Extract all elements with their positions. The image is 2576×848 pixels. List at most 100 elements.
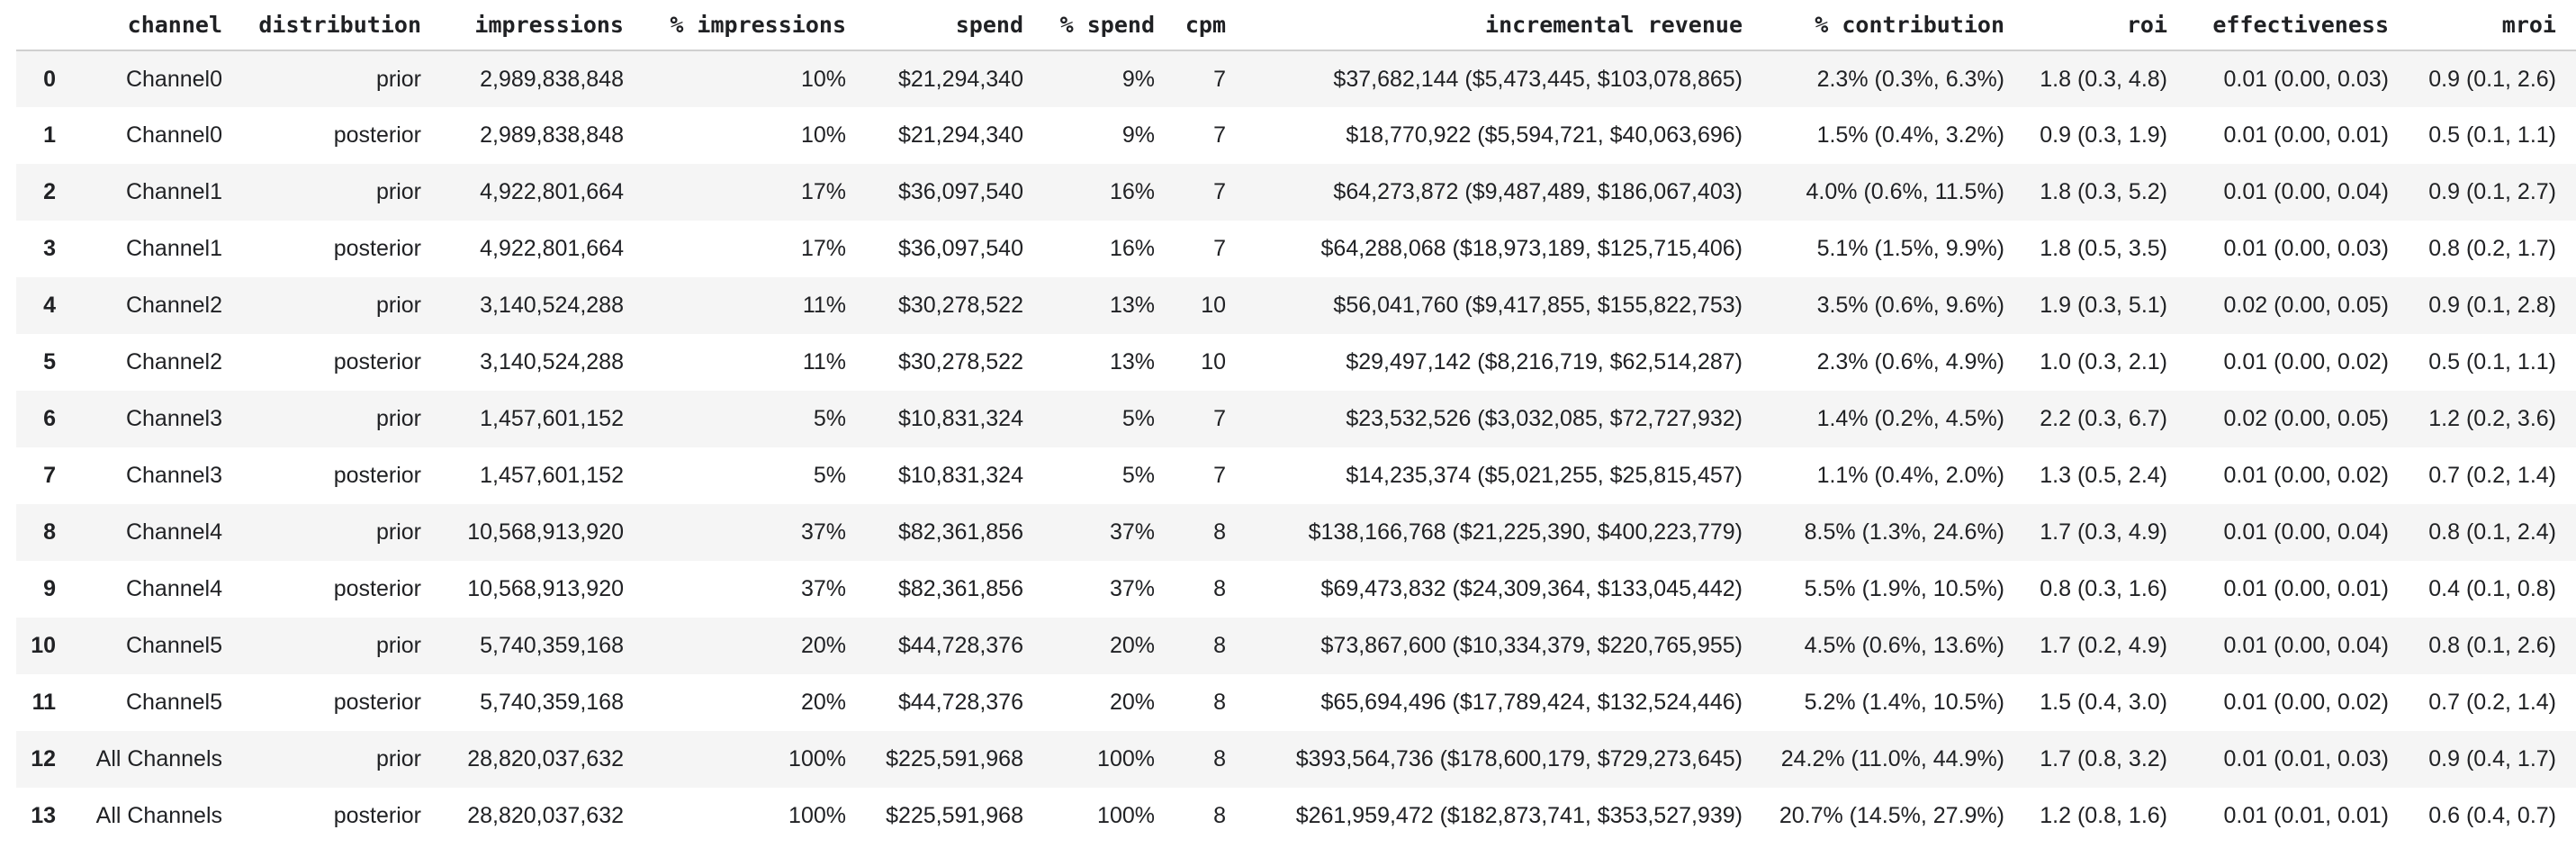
cell-mroi: 0.7 (0.2, 1.4) [2428,463,2556,488]
row-index: 5 [43,349,56,374]
cell-cpm: 8 [1213,519,1226,545]
cell-pct-spend: 20% [1109,690,1155,715]
row-index: 9 [43,576,56,601]
cell-incremental-revenue: $18,770,922 ($5,594,721, $40,063,696) [1346,122,1743,148]
cell-pct-contribution: 5.1% (1.5%, 9.9%) [1816,236,2004,261]
cell-distribution: posterior [333,236,421,261]
cell-pct-impressions: 5% [813,463,846,488]
cell-pct-impressions: 20% [800,633,846,658]
column-header-pct-impressions: % impressions [644,0,866,51]
cell-incremental-revenue: $14,235,374 ($5,021,255, $25,815,457) [1346,463,1743,488]
cell-roi: 0.8 (0.3, 1.6) [2040,576,2167,601]
cell-mroi: 0.5 (0.1, 1.1) [2428,122,2556,148]
cell-impressions: 3,140,524,288 [480,293,624,318]
cell-spend: $225,591,968 [886,803,1023,828]
table-body: 0 Channel0 prior 2,989,838,848 10% $21,294,34… [16,50,2576,844]
row-index: 1 [43,122,56,148]
cell-distribution: prior [375,293,421,318]
cell-impressions: 5,740,359,168 [480,690,624,715]
cell-distribution: prior [375,179,421,204]
cell-distribution: posterior [333,803,421,828]
cell-effectiveness: 0.01 (0.01, 0.03) [2223,746,2389,771]
cell-distribution: prior [375,519,421,545]
cell-effectiveness: 0.01 (0.00, 0.04) [2223,519,2389,545]
column-header-index [16,0,76,51]
cell-cpm: 8 [1213,690,1226,715]
cell-channel: Channel2 [125,293,222,318]
cell-incremental-revenue: $37,682,144 ($5,473,445, $103,078,865) [1333,66,1743,92]
cell-channel: Channel2 [125,349,222,374]
cell-channel: Channel1 [125,236,222,261]
cell-incremental-revenue: $56,041,760 ($9,417,855, $155,822,753) [1333,293,1743,318]
cell-channel: Channel4 [125,519,222,545]
cell-pct-spend: 9% [1121,66,1155,92]
cell-pct-contribution: 20.7% (14.5%, 27.9%) [1779,803,2004,828]
cell-distribution: posterior [333,690,421,715]
table-header: channel distribution impressions% impressi… [16,0,2576,51]
cell-distribution: posterior [333,349,421,374]
row-index: 3 [43,236,56,261]
table-row: 12 All Channels prior 28,820,037,632 100% $22… [16,731,2576,788]
cell-distribution: posterior [333,463,421,488]
cell-channel: All Channels [95,746,222,771]
table-row: 4 Channel2 prior 3,140,524,288 11% $30,278,52… [16,277,2576,334]
cell-cpm: 7 [1213,463,1226,488]
cell-spend: $36,097,540 [897,179,1023,204]
cell-pct-spend: 100% [1097,803,1155,828]
cell-effectiveness: 0.02 (0.00, 0.05) [2223,406,2389,431]
row-index: 2 [43,179,56,204]
cell-roi: 2.2 (0.3, 6.7) [2040,406,2167,431]
cell-channel: Channel3 [125,463,222,488]
cell-roi: 1.8 (0.5, 3.5) [2040,236,2167,261]
cell-pct-impressions: 11% [802,293,846,318]
table-row: 6 Channel3 prior 1,457,601,152 5% $10,831,324… [16,391,2576,447]
cell-pct-contribution: 5.5% (1.9%, 10.5%) [1804,576,2004,601]
cell-incremental-revenue: $29,497,142 ($8,216,719, $62,514,287) [1346,349,1743,374]
cell-pct-spend: 37% [1109,519,1155,545]
table-row: 8 Channel4 prior 10,568,913,920 37% $82,361,8… [16,504,2576,561]
row-index: 6 [43,406,56,431]
cell-cpm: 10 [1201,293,1226,318]
table-row: 10 Channel5 prior 5,740,359,168 20% $44,728,3… [16,618,2576,674]
cell-impressions: 2,989,838,848 [480,66,624,92]
cell-incremental-revenue: $23,532,526 ($3,032,085, $72,727,932) [1346,406,1743,431]
table-row: 3 Channel1 posterior 4,922,801,664 17% $36,09… [16,221,2576,277]
cell-spend: $21,294,340 [897,122,1023,148]
cell-cpm: 7 [1213,122,1226,148]
cell-cpm: 7 [1213,406,1226,431]
cell-cpm: 8 [1213,576,1226,601]
column-header-incremental-revenue: incremental revenue [1246,0,1762,51]
cell-channel: Channel1 [125,179,222,204]
cell-spend: $21,294,340 [897,66,1023,92]
cell-pct-spend: 20% [1109,633,1155,658]
cell-pct-contribution: 1.1% (0.4%, 2.0%) [1816,463,2004,488]
cell-impressions: 1,457,601,152 [480,463,624,488]
cell-pct-spend: 37% [1109,576,1155,601]
cell-roi: 1.2 (0.8, 1.6) [2040,803,2167,828]
cell-channel: Channel5 [125,633,222,658]
cell-spend: $30,278,522 [897,293,1023,318]
cell-spend: $10,831,324 [897,463,1023,488]
cell-incremental-revenue: $73,867,600 ($10,334,379, $220,765,955) [1320,633,1743,658]
cell-mroi: 1.2 (0.2, 3.6) [2428,406,2556,431]
cell-roi: 1.9 (0.3, 5.1) [2040,293,2167,318]
cell-pct-spend: 5% [1121,463,1155,488]
row-index: 8 [43,519,56,545]
cell-channel: Channel5 [125,690,222,715]
row-index: 7 [43,463,56,488]
cell-pct-impressions: 10% [800,66,846,92]
cell-channel: Channel0 [125,122,222,148]
cell-effectiveness: 0.01 (0.00, 0.01) [2223,576,2389,601]
cell-distribution: prior [375,746,421,771]
column-header-impressions: impressions [441,0,644,51]
cell-mroi: 0.9 (0.4, 1.7) [2428,746,2556,771]
cell-distribution: prior [375,66,421,92]
cell-pct-contribution: 2.3% (0.3%, 6.3%) [1816,66,2004,92]
row-index: 13 [31,803,56,828]
cell-spend: $30,278,522 [897,349,1023,374]
cell-spend: $82,361,856 [897,576,1023,601]
cell-mroi: 0.7 (0.2, 1.4) [2428,690,2556,715]
cell-pct-contribution: 2.3% (0.6%, 4.9%) [1816,349,2004,374]
table-row: 0 Channel0 prior 2,989,838,848 10% $21,294,34… [16,50,2576,107]
cell-channel: Channel4 [125,576,222,601]
